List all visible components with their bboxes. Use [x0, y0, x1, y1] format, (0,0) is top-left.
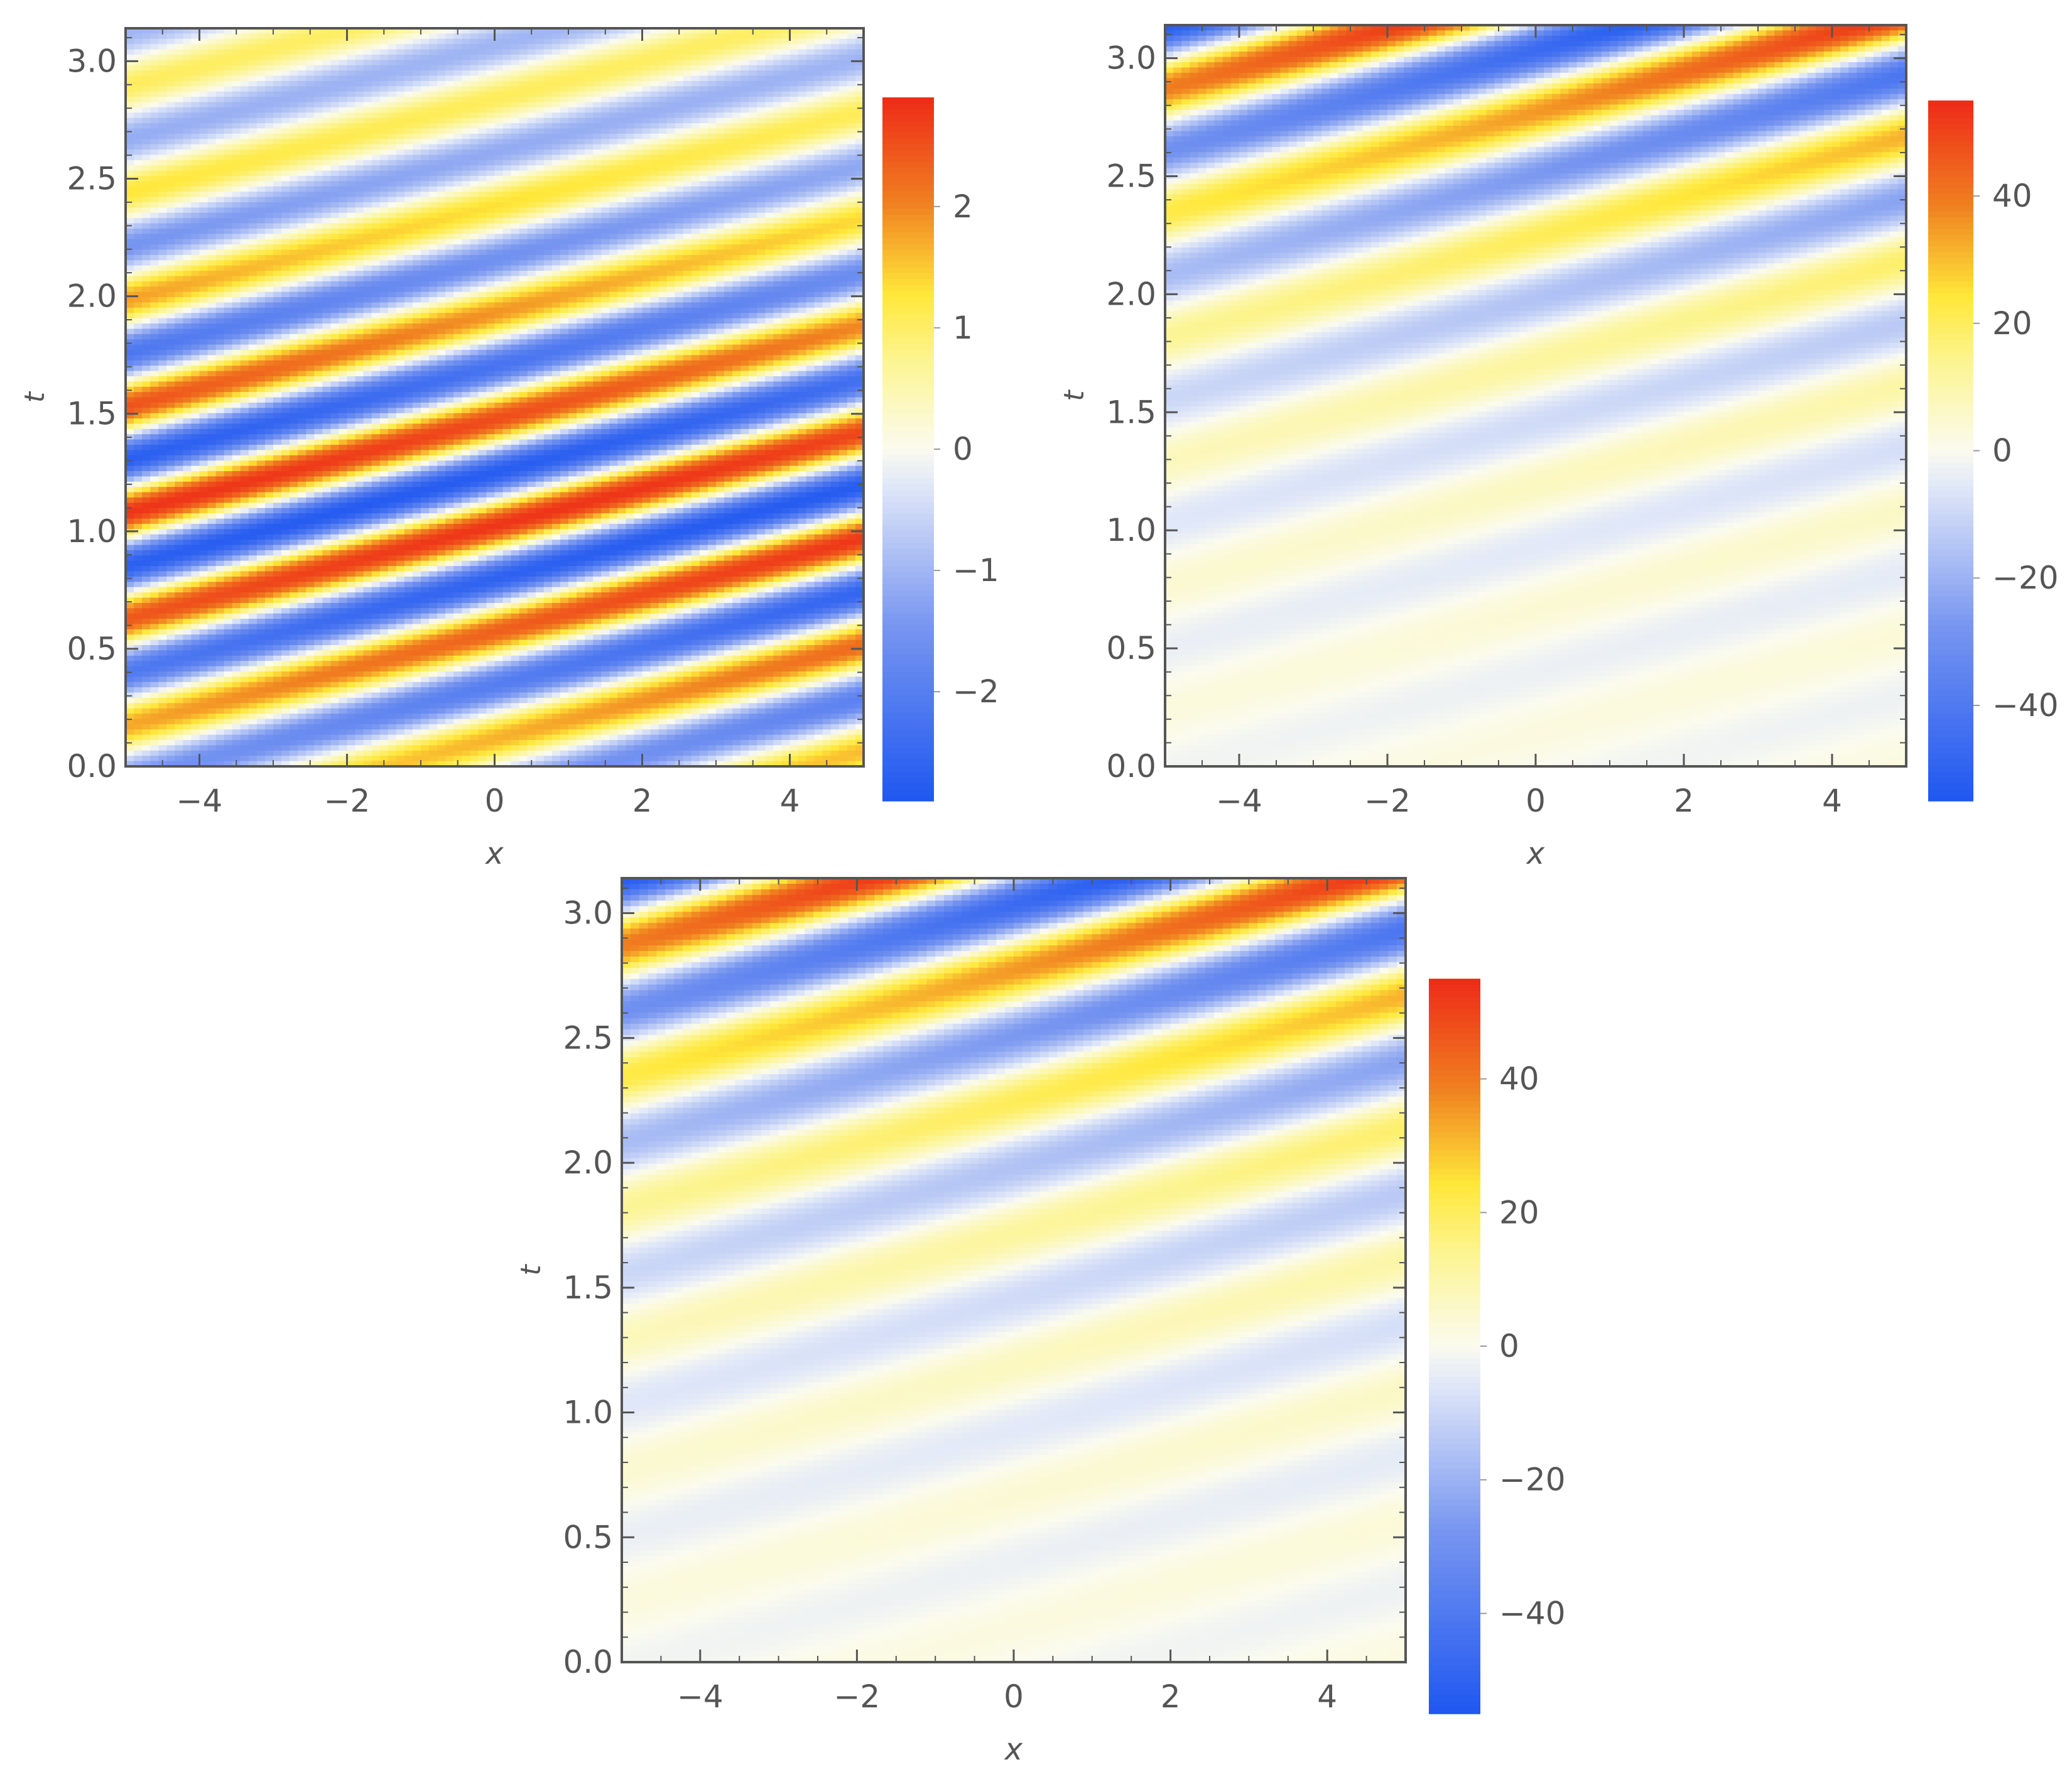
y-tick-label: 2.5 — [563, 1020, 613, 1056]
y-tick-label: 0.0 — [67, 748, 117, 785]
y-tick-label: 3.0 — [67, 43, 117, 79]
heatmap-panel-1: −4 −2 0 2 4 0.0 0.5 1.0 1.5 2.0 2.5 3.0 x t −2 −1 0 1 2 — [19, 28, 999, 871]
colorbar-3: −40 −20 0 20 40 — [1429, 979, 1566, 1714]
colorbar-tick-label: 1 — [953, 310, 973, 346]
y-tick-label: 1.0 — [67, 513, 117, 550]
y-tick-label: 2.0 — [67, 278, 117, 315]
y-tick-label: 3.0 — [1106, 40, 1156, 77]
y-tick-label: 3.0 — [563, 895, 613, 932]
y-tick-label: 0.5 — [563, 1519, 613, 1555]
x-tick-label: 0 — [1004, 1678, 1024, 1715]
heatmap-field-1 — [126, 28, 864, 767]
x-tick-label: 4 — [1822, 783, 1842, 819]
x-tick-label: 2 — [1161, 1678, 1181, 1715]
x-axis-label: x — [1004, 1732, 1023, 1767]
x-tick-label: 0 — [1526, 783, 1546, 819]
y-tick-label: 1.0 — [1106, 512, 1156, 548]
x-axis-label: x — [484, 836, 504, 871]
x-tick-label: 0 — [485, 783, 505, 819]
heatmap-field-3 — [622, 878, 1406, 1663]
y-tick-label: 0.0 — [1106, 748, 1156, 785]
colorbar-tick-label: 0 — [1499, 1328, 1519, 1364]
y-axis-label: t — [1058, 389, 1090, 401]
x-tick-label: −4 — [176, 783, 223, 819]
y-tick-label: 1.0 — [563, 1395, 613, 1431]
colorbar-tick-label: 0 — [953, 431, 973, 467]
colorbar-tick-label: 2 — [953, 188, 973, 225]
colorbar-2: −40 −20 0 20 40 — [1928, 101, 2059, 802]
colorbar-tick-label: −1 — [953, 552, 999, 589]
y-tick-label: 1.5 — [563, 1270, 613, 1306]
y-tick-label: 2.5 — [67, 160, 117, 197]
heatmap-field-2 — [1165, 25, 1907, 767]
colorbar-tick-label: 20 — [1992, 305, 2032, 342]
colorbar-tick-label: −20 — [1992, 560, 2059, 596]
colorbar-tick-label: −20 — [1499, 1462, 1566, 1498]
x-tick-label: 2 — [632, 783, 653, 819]
y-tick-label: 0.0 — [563, 1644, 613, 1680]
y-tick-label: 1.5 — [1106, 394, 1156, 430]
y-tick-label: 0.5 — [1106, 630, 1156, 666]
x-tick-label: −2 — [1364, 783, 1411, 819]
y-tick-label: 2.5 — [1106, 158, 1156, 195]
y-tick-label: 0.5 — [67, 631, 117, 667]
y-tick-label: 2.0 — [1106, 276, 1156, 312]
heatmap-panel-2: −4 −2 0 2 40.00.51.01.52.02.53.0xt−40−200204… — [1058, 25, 2059, 871]
x-tick-label: −2 — [324, 783, 371, 819]
y-tick-label: 2.0 — [563, 1145, 613, 1181]
y-axis-label: t — [19, 391, 51, 403]
x-tick-label: −4 — [1216, 783, 1262, 819]
x-tick-label: −4 — [677, 1678, 724, 1715]
y-axis-label: t — [515, 1264, 547, 1276]
x-tick-label: 2 — [1674, 783, 1694, 819]
x-tick-label: −2 — [834, 1678, 881, 1715]
x-axis-label: x — [1526, 836, 1545, 871]
heatmap-panel-3: −4 −2 0 2 40.00.51.01.52.02.53.0xt−40−200204… — [515, 878, 1566, 1767]
x-tick-label: 4 — [780, 783, 800, 819]
colorbar-tick-label: 20 — [1499, 1194, 1539, 1231]
colorbar-tick-label: 40 — [1992, 178, 2032, 214]
colorbar-tick-label: −2 — [953, 673, 999, 710]
colorbar-1: −2 −1 0 1 2 — [882, 97, 999, 802]
colorbar-tick-label: −40 — [1992, 687, 2059, 724]
y-tick-label: 1.5 — [67, 396, 117, 432]
colorbar-tick-label: −40 — [1499, 1595, 1566, 1631]
colorbar-tick-label: 40 — [1499, 1061, 1539, 1097]
colorbar-tick-label: 0 — [1992, 433, 2012, 469]
x-tick-label: 4 — [1317, 1678, 1337, 1715]
